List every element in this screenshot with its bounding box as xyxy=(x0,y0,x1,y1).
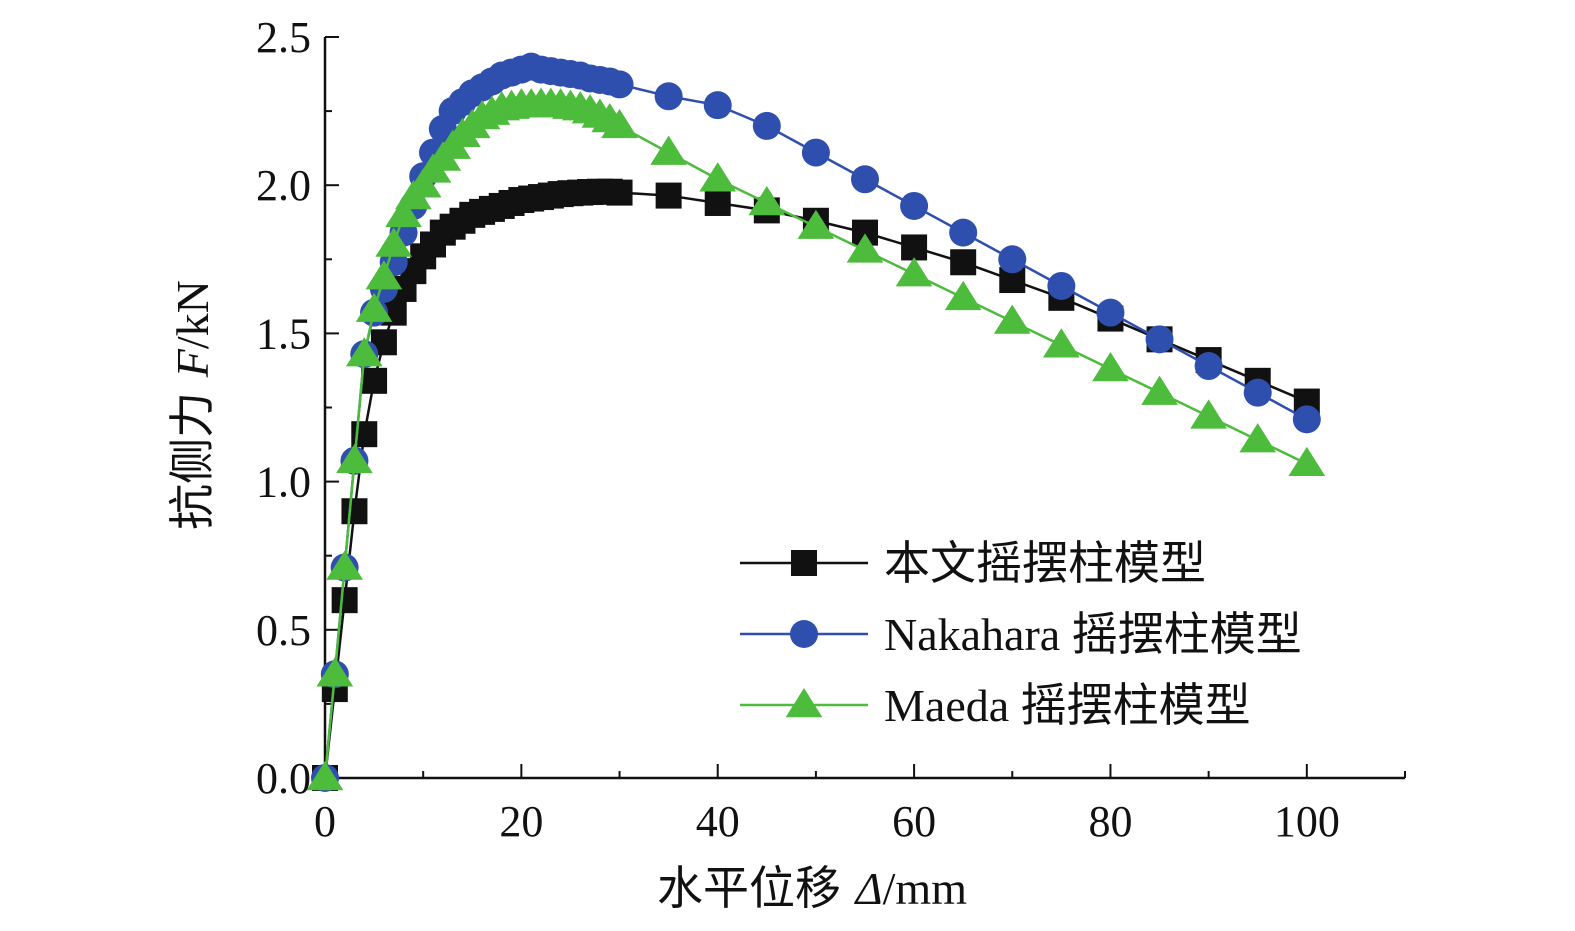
data-point xyxy=(797,209,835,239)
axes: 0 20 40 60 80 100 0.0 0.5 1.0 1.5 2.0 2.5 xyxy=(256,13,1406,846)
y-tick-label: 1.5 xyxy=(256,309,311,358)
data-point xyxy=(1194,352,1223,381)
data-point xyxy=(1145,325,1174,354)
legend-label: Nakahara 摇摆柱模型 xyxy=(884,609,1302,660)
data-point xyxy=(1292,405,1321,434)
data-point xyxy=(341,498,368,525)
x-tick-label: 100 xyxy=(1274,797,1340,846)
y-axis-title: 抗侧力 F/kN xyxy=(165,280,219,530)
x-tick-label: 60 xyxy=(892,797,936,846)
y-tick-label: 2.5 xyxy=(256,13,311,62)
data-point xyxy=(1047,271,1076,300)
y-tick-label: 0.0 xyxy=(256,754,311,803)
data-point xyxy=(846,233,884,263)
data-point xyxy=(345,337,383,367)
data-point xyxy=(1243,378,1272,407)
data-point xyxy=(355,292,393,322)
y-tick-label: 2.0 xyxy=(256,161,311,210)
data-point xyxy=(654,82,683,111)
data-point xyxy=(606,179,633,206)
data-point xyxy=(331,587,358,614)
data-point xyxy=(1043,328,1080,358)
legend-label: 本文摇摆柱模型 xyxy=(884,538,1206,589)
legend-entry: Nakahara 摇摆柱模型 xyxy=(740,609,1302,660)
data-point xyxy=(601,108,638,139)
data-point xyxy=(950,249,977,276)
data-point xyxy=(703,91,732,120)
data-point xyxy=(944,280,982,311)
legend-label: Maeda 摇摆柱模型 xyxy=(884,680,1251,731)
legend-marker xyxy=(790,620,818,648)
data-point xyxy=(365,260,403,290)
x-tick-label: 20 xyxy=(499,797,543,846)
y-tick-label: 1.0 xyxy=(256,458,311,507)
data-point xyxy=(1288,446,1326,477)
data-point xyxy=(993,304,1031,334)
data-point xyxy=(605,70,634,99)
data-point xyxy=(361,367,388,394)
legend-entry: Maeda 摇摆柱模型 xyxy=(740,680,1251,731)
series-triangle xyxy=(306,87,1326,791)
legend-marker xyxy=(791,550,817,576)
data-point xyxy=(901,234,928,261)
data-point xyxy=(699,162,737,192)
data-point xyxy=(752,111,781,140)
data-point xyxy=(385,197,422,228)
x-tick-label: 0 xyxy=(314,797,336,846)
data-point xyxy=(375,227,413,257)
x-tick-label: 80 xyxy=(1088,797,1132,846)
data-point xyxy=(326,550,363,580)
data-point xyxy=(655,182,682,209)
data-point xyxy=(404,168,442,198)
data-point xyxy=(306,761,344,791)
legend-entry: 本文摇摆柱模型 xyxy=(740,538,1206,589)
data-point xyxy=(650,135,687,165)
data-point xyxy=(851,165,879,194)
data-point xyxy=(336,443,373,474)
legend-marker xyxy=(785,688,823,718)
data-point xyxy=(1141,375,1178,405)
data-point xyxy=(748,185,786,216)
data-point xyxy=(900,191,929,220)
y-tick-label: 0.5 xyxy=(256,606,311,655)
x-tick-label: 40 xyxy=(696,797,740,846)
data-point xyxy=(998,245,1027,274)
data-point xyxy=(316,657,354,687)
data-point xyxy=(895,257,933,287)
data-point xyxy=(1239,423,1277,453)
data-point xyxy=(1190,399,1227,429)
data-point xyxy=(949,218,978,247)
data-point xyxy=(704,189,731,216)
data-point xyxy=(1096,298,1125,327)
legend: 本文摇摆柱模型 Nakahara 摇摆柱模型 Maeda 摇摆柱模型 xyxy=(740,538,1302,731)
series-line xyxy=(323,65,1308,779)
data-point xyxy=(801,138,830,167)
series-layer xyxy=(306,52,1326,792)
data-point xyxy=(1092,351,1129,382)
x-axis-title: 水平位移 Δ/mm xyxy=(657,861,967,915)
